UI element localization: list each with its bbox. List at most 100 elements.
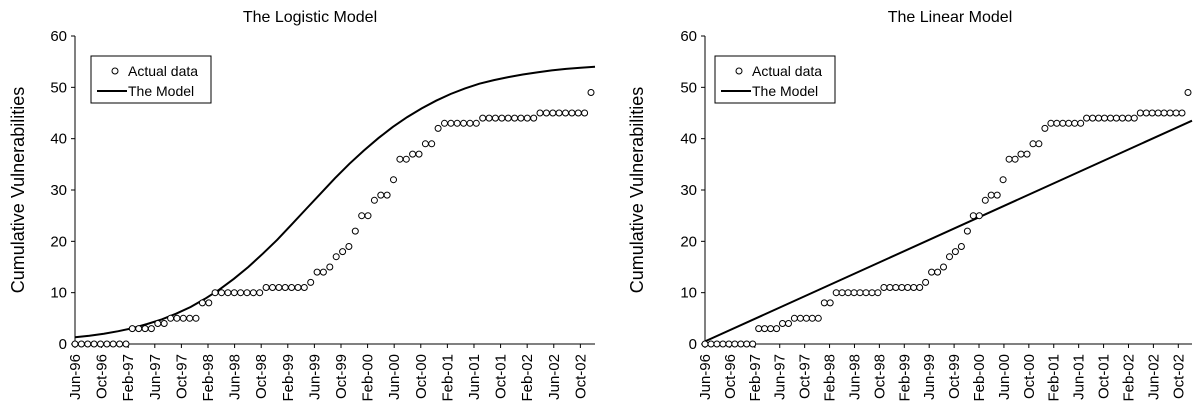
data-point: [743, 340, 751, 348]
x-tick-label: Feb-98: [200, 354, 217, 402]
data-point: [542, 109, 550, 117]
data-point: [1071, 119, 1079, 127]
x-tick-label: Feb-97: [120, 354, 137, 402]
data-point: [409, 150, 417, 158]
data-point: [179, 314, 187, 322]
data-point: [767, 325, 775, 333]
data-point: [832, 289, 840, 297]
data-point: [472, 119, 480, 127]
data-point: [71, 340, 79, 348]
data-point: [160, 320, 168, 327]
data-point: [319, 268, 327, 276]
y-tick-label: 0: [59, 336, 67, 353]
data-point: [880, 284, 888, 291]
data-point: [447, 119, 455, 127]
data-point: [77, 340, 85, 348]
data-point: [707, 340, 715, 348]
x-tick-label: Oct-99: [333, 354, 350, 399]
x-tick-label: Feb-97: [747, 354, 764, 402]
data-point: [504, 114, 512, 122]
data-point: [1107, 114, 1114, 122]
data-point: [844, 289, 852, 297]
data-point: [523, 114, 531, 122]
legend: Actual data The Model: [714, 55, 836, 104]
legend-marker-actual: [111, 67, 119, 75]
data-point: [761, 325, 769, 333]
data-point: [581, 109, 589, 117]
data-point: [237, 289, 245, 297]
data-point: [568, 109, 576, 117]
data-point: [1166, 109, 1174, 117]
y-tick-label: 20: [50, 233, 67, 250]
x-tick-label: Oct-01: [1096, 354, 1113, 399]
x-tick-label: Oct-00: [1021, 354, 1038, 399]
y-tick-label: 50: [680, 79, 697, 96]
data-point: [814, 314, 822, 322]
data-point: [856, 289, 864, 297]
data-point: [874, 289, 882, 297]
x-tick-label: Jun-99: [306, 354, 323, 400]
data-point: [999, 176, 1007, 184]
data-point: [1142, 109, 1150, 117]
data-point: [141, 325, 149, 333]
data-point: [294, 284, 302, 291]
legend-box: [90, 55, 212, 104]
data-point: [1077, 119, 1085, 127]
data-point: [218, 289, 225, 297]
data-point: [910, 284, 918, 291]
legend-label-actual: Actual data: [752, 63, 822, 79]
x-tick-label: Feb-02: [1120, 354, 1137, 402]
data-point: [555, 109, 563, 117]
data-point: [1118, 114, 1126, 122]
data-point: [466, 119, 474, 127]
logistic-model-chart: The Logistic Model Cumulative Vulnerabili…: [8, 9, 596, 402]
x-tick-label: Jun-98: [846, 354, 863, 400]
data-point: [987, 191, 995, 199]
data-point: [904, 284, 912, 291]
data-point: [485, 114, 493, 122]
data-point: [562, 109, 569, 117]
data-point: [916, 284, 924, 291]
data-point: [262, 284, 270, 291]
data-point: [1172, 109, 1180, 117]
data-point: [1148, 109, 1156, 117]
x-tick-label: Jun-01: [466, 354, 483, 400]
data-point: [97, 340, 104, 348]
data-point: [441, 119, 448, 127]
data-point: [364, 212, 372, 220]
data-point: [701, 340, 709, 348]
data-point: [862, 289, 870, 297]
x-tick-label: Feb-00: [360, 354, 377, 402]
data-point: [224, 289, 232, 297]
y-tick-label: 40: [680, 131, 697, 148]
x-tick-label: Oct-01: [493, 354, 510, 399]
data-point: [549, 109, 557, 117]
data-point: [243, 289, 251, 297]
data-point: [850, 289, 858, 297]
data-point: [402, 155, 410, 163]
data-point: [103, 340, 111, 348]
data-point: [1178, 109, 1186, 117]
data-point: [1083, 114, 1091, 122]
data-point: [963, 227, 971, 235]
y-tick-label: 20: [680, 233, 697, 250]
data-point: [147, 325, 155, 333]
data-point: [820, 299, 828, 307]
data-point: [154, 320, 162, 327]
data-point: [868, 289, 876, 297]
y-tick-label: 60: [50, 28, 67, 45]
data-point: [428, 140, 436, 148]
data-point: [1136, 109, 1144, 117]
x-tick-label: Oct-99: [946, 354, 963, 399]
x-tick-label: Jun-01: [1071, 354, 1088, 400]
data-point: [383, 191, 391, 199]
data-point: [1095, 114, 1103, 122]
data-point: [230, 289, 238, 297]
data-point: [1029, 140, 1037, 148]
data-point: [116, 340, 124, 348]
data-point: [1124, 114, 1132, 122]
data-point: [1112, 114, 1120, 122]
data-point: [1011, 155, 1019, 163]
data-point: [90, 340, 98, 348]
x-tick-label: Oct-97: [173, 354, 190, 399]
